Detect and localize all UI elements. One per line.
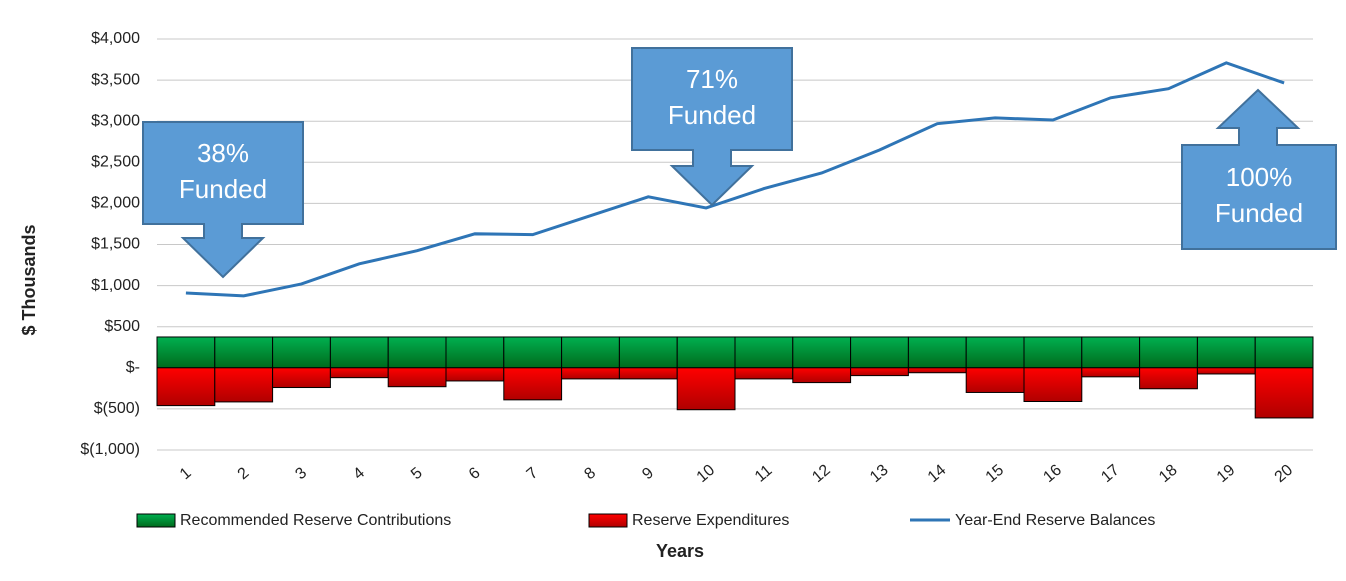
y-axis-title: $ Thousands [19,224,39,335]
callout-shape [631,47,793,207]
bar [1254,336,1314,369]
y-tick-label: $2,000 [91,195,140,212]
y-tick-label: $(1,000) [80,441,140,458]
bar [1139,367,1198,390]
bar [156,367,216,407]
bar [907,336,967,369]
bar [214,367,274,403]
bar [272,367,331,389]
bar [272,336,331,369]
x-tick-label: 17 [1098,461,1123,486]
bar [618,336,678,369]
callout-text: 100% [1226,162,1293,192]
bar [850,367,909,377]
bar [792,367,852,384]
x-tick-label: 11 [752,462,776,486]
y-tick-label: $3,500 [91,71,140,88]
callout-text: 38% [197,138,249,168]
y-tick-label: $1,000 [91,277,140,294]
callout-shape [1181,88,1337,250]
bar [329,367,389,379]
callout: 71% Funded [631,47,793,207]
bar [792,336,852,369]
y-tick-label: $- [126,359,140,376]
y-tick-label: $500 [104,318,140,335]
bar [1196,336,1256,369]
x-tick-label: 6 [466,464,484,483]
x-tick-label: 4 [350,464,368,483]
x-tick-label: 1 [177,464,195,483]
line [185,61,1285,298]
bar [329,336,389,369]
bar [734,336,794,369]
legend-label: Recommended Reserve Contributions [180,512,451,529]
bar [1254,367,1314,419]
bar [156,336,216,369]
x-tick-label: 20 [1272,461,1297,486]
bar [734,367,794,380]
x-tick-label: 15 [983,461,1008,486]
bar [561,336,620,369]
bar [445,336,505,369]
bar [965,336,1025,369]
legend-label: Year-End Reserve Balances [955,512,1155,529]
y-tick-label: $3,000 [91,112,140,129]
x-tick-label: 7 [524,464,542,483]
bar [445,367,505,382]
bar [1081,367,1141,378]
bar [214,336,274,369]
x-axis-title: Years [656,541,704,561]
x-tick-label: 3 [292,464,310,483]
legend-label: Reserve Expenditures [632,512,789,529]
y-tick-label: $(500) [94,400,140,417]
x-tick-label: 8 [581,464,599,483]
legend-swatch [136,513,176,528]
bar [1023,367,1083,403]
x-tick-label: 12 [809,461,834,486]
bar [907,367,967,374]
callout-text: Funded [1215,198,1303,228]
callout: 38% Funded [142,121,304,279]
callout-text: Funded [668,100,756,130]
x-tick-label: 5 [408,464,426,483]
bar [618,367,678,380]
bar [1196,367,1256,375]
bar [1081,336,1141,369]
callout: 100% Funded [1181,88,1337,250]
y-tick-label: $1,500 [91,236,140,253]
x-tick-label: 14 [925,461,950,486]
bar [676,367,736,411]
bar [503,336,563,369]
y-tick-label: $4,000 [91,30,140,47]
bar [561,367,620,380]
callout-text: Funded [179,174,267,204]
bar [1139,336,1198,369]
legend-swatch [588,513,628,528]
bar [676,336,736,369]
bar [387,336,447,369]
x-tick-label: 16 [1040,461,1065,486]
x-tick-label: 2 [235,464,253,483]
x-tick-label: 18 [1156,461,1181,486]
x-tick-label: 9 [639,464,657,483]
callout-text: 71% [686,64,738,94]
bar [850,336,909,369]
bar [387,367,447,388]
y-tick-label: $2,500 [91,154,140,171]
x-tick-label: 13 [867,461,892,486]
x-tick-label: 19 [1214,461,1239,486]
bar [503,367,563,401]
bar [965,367,1025,393]
callout-shape [142,121,304,279]
bar [1023,336,1083,369]
x-tick-label: 10 [694,461,719,486]
